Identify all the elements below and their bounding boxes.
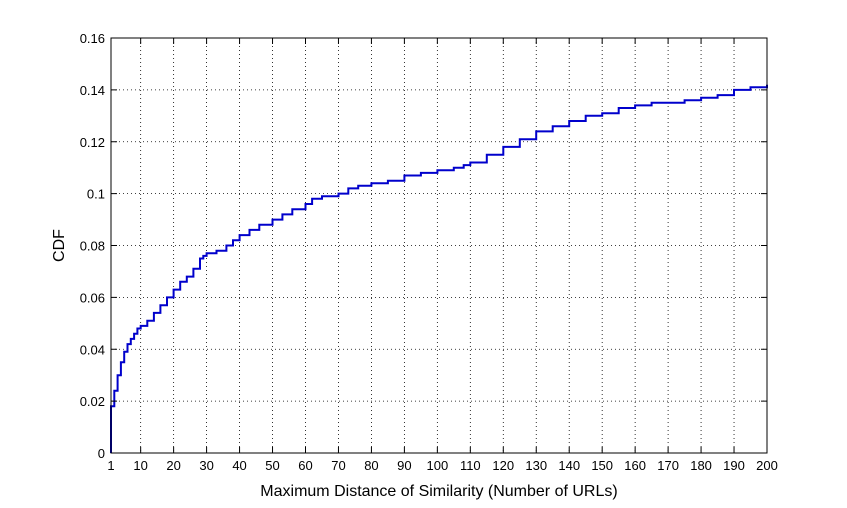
x-tick-label: 190 [723, 458, 745, 473]
x-tick-label: 170 [657, 458, 679, 473]
x-tick-label: 130 [525, 458, 547, 473]
y-tick-label: 0.02 [80, 394, 105, 409]
x-tick-label: 80 [364, 458, 378, 473]
x-tick-label: 160 [624, 458, 646, 473]
x-tick-label: 60 [298, 458, 312, 473]
x-tick-label: 10 [133, 458, 147, 473]
y-tick-label: 0.16 [80, 31, 105, 46]
x-tick-label: 50 [265, 458, 279, 473]
axis-ticks [110, 37, 768, 454]
x-axis-title: Maximum Distance of Similarity (Number o… [260, 483, 617, 500]
x-tick-label: 120 [492, 458, 514, 473]
y-tick-label: 0.04 [80, 342, 105, 357]
y-tick-label: 0.12 [80, 135, 105, 150]
x-tick-label: 180 [690, 458, 712, 473]
y-tick-label: 0 [98, 446, 105, 461]
series-layer [110, 84, 768, 453]
cdf-series-line [110, 84, 768, 453]
x-tick-label: 150 [591, 458, 613, 473]
tick-labels: 1 10 20 30 40 50 60 70 80 90 100 110 120 130 140 150 160… [80, 31, 778, 473]
x-tick-label: 110 [460, 458, 481, 473]
x-tick-label: 90 [397, 458, 411, 473]
x-tick-label: 30 [199, 458, 213, 473]
y-tick-label: 0.14 [80, 83, 105, 98]
y-tick-label: 0.08 [80, 239, 105, 254]
x-tick-label: 140 [558, 458, 580, 473]
x-tick-label: 200 [756, 458, 778, 473]
y-axis-title: CDF [51, 229, 68, 262]
grid-lines [111, 38, 767, 453]
x-tick-label: 1 [107, 458, 114, 473]
y-tick-label: 0.1 [87, 187, 105, 202]
y-tick-label: 0.06 [80, 290, 105, 305]
x-tick-label: 70 [331, 458, 345, 473]
x-tick-label: 100 [427, 458, 449, 473]
x-tick-label: 20 [166, 458, 180, 473]
x-tick-label: 40 [232, 458, 246, 473]
